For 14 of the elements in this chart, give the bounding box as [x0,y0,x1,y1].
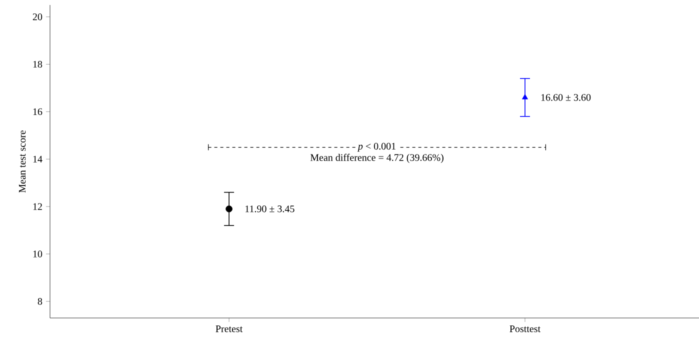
annotation: Mean difference = 4.72 (39.66%) [310,154,444,163]
y-tick-label: 8 [38,298,42,305]
y-tick-label: 10 [33,250,42,258]
y-tick-label: 14 [33,156,42,162]
x-tick-label: Posttest [510,326,540,332]
data-label: 11.90 ± 3.45 [245,206,294,212]
y-axis-title: Mean test score [18,130,26,193]
y-tick-label: 18 [33,60,42,68]
y-tick-label: 20 [32,13,42,20]
data-label: 16.60 ± 3.60 [541,94,591,101]
y-tick-label: 16 [33,108,42,116]
annotation: p < 0.001 [357,142,396,152]
x-tick-label: Pretest [216,326,243,332]
y-tick-label: 12 [33,203,42,210]
